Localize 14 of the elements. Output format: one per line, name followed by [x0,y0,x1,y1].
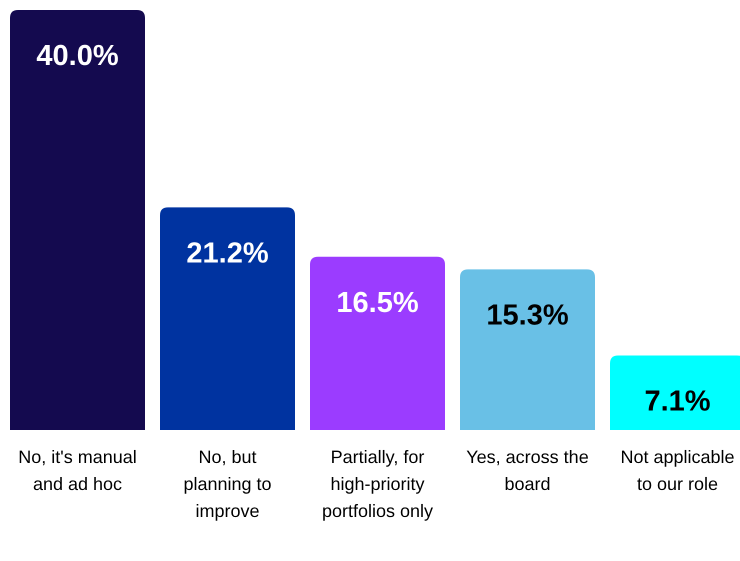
data-label: 7.1% [644,385,711,418]
x-tick-label: Yes, across the board [466,447,589,494]
x-tick-label: No, but planning to improve [183,447,272,521]
bar [310,256,445,430]
bar [460,269,595,430]
data-label: 21.2% [186,237,269,270]
bar [10,10,145,430]
data-label: 16.5% [336,286,419,319]
x-tick-label: No, it's manual and ad hoc [18,447,137,494]
bar [160,207,295,430]
x-tick-label: Not applicable to our role [620,447,735,494]
data-label: 40.0% [36,40,119,72]
data-label: 15.3% [486,299,569,332]
x-tick-label: Partially, for high-priority portfolios only [322,447,434,521]
